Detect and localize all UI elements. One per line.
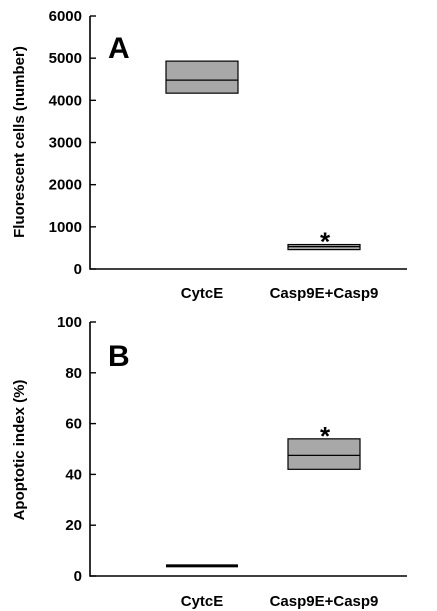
- panel-b-y-axis-label: Apoptotic index (%): [11, 380, 28, 521]
- panel-a-y-tick-label: 3000: [49, 135, 82, 152]
- panel-a-y-tick-label: 4000: [49, 92, 82, 109]
- panel-a-y-tick-label: 6000: [49, 8, 82, 25]
- panel-a-y-ticks: 0 1000 2000 3000 4000 5000 6000: [49, 8, 96, 278]
- panel-b-x-tick-labels: CytcE Casp9E+Casp9: [181, 593, 379, 610]
- panel-b-y-tick-label: 0: [74, 568, 82, 585]
- panel-b-y-ticks: 0 20 40 60 80 100: [57, 314, 96, 585]
- panel-b-y-tick-label: 80: [65, 365, 82, 382]
- panel-b-x-tick-label: Casp9E+Casp9: [270, 593, 379, 610]
- panel-a-chart: Fluorescent cells (number) A 0 1000 2000 30…: [11, 8, 407, 302]
- panel-a-y-tick-label: 2000: [49, 177, 82, 194]
- panel-a-y-tick-label: 0: [74, 261, 82, 278]
- panel-a-significance-marker: *: [320, 227, 331, 257]
- panel-b-y-tick-label: 40: [65, 466, 82, 483]
- panel-b-y-tick-label: 60: [65, 416, 82, 433]
- panel-b-y-tick-label: 100: [57, 314, 82, 331]
- panel-a-box: [165, 60, 239, 94]
- panel-b-y-tick-label: 20: [65, 517, 82, 534]
- panel-a-label: A: [108, 32, 130, 65]
- panel-b-chart: Apoptotic index (%) B 0 20 40 60 80 100 * Cyt…: [11, 314, 407, 610]
- panel-a-x-tick-label: Casp9E+Casp9: [270, 285, 379, 302]
- panel-b-significance-marker: *: [320, 421, 331, 451]
- panel-a-x-tick-label: CytcE: [181, 285, 224, 302]
- panel-a-axes: [89, 16, 407, 270]
- panel-b-x-tick-label: CytcE: [181, 593, 224, 610]
- panel-b-boxes: *: [166, 421, 361, 568]
- panel-b-box: [287, 438, 361, 470]
- panel-a-boxes: *: [165, 60, 361, 257]
- panel-a-y-tick-label: 5000: [49, 50, 82, 67]
- panel-a-x-tick-labels: CytcE Casp9E+Casp9: [181, 285, 379, 302]
- panel-a-y-axis-label: Fluorescent cells (number): [11, 46, 28, 238]
- panel-b-box: [166, 564, 238, 568]
- panel-b-label: B: [108, 340, 130, 373]
- panel-a-y-tick-label: 1000: [49, 219, 82, 236]
